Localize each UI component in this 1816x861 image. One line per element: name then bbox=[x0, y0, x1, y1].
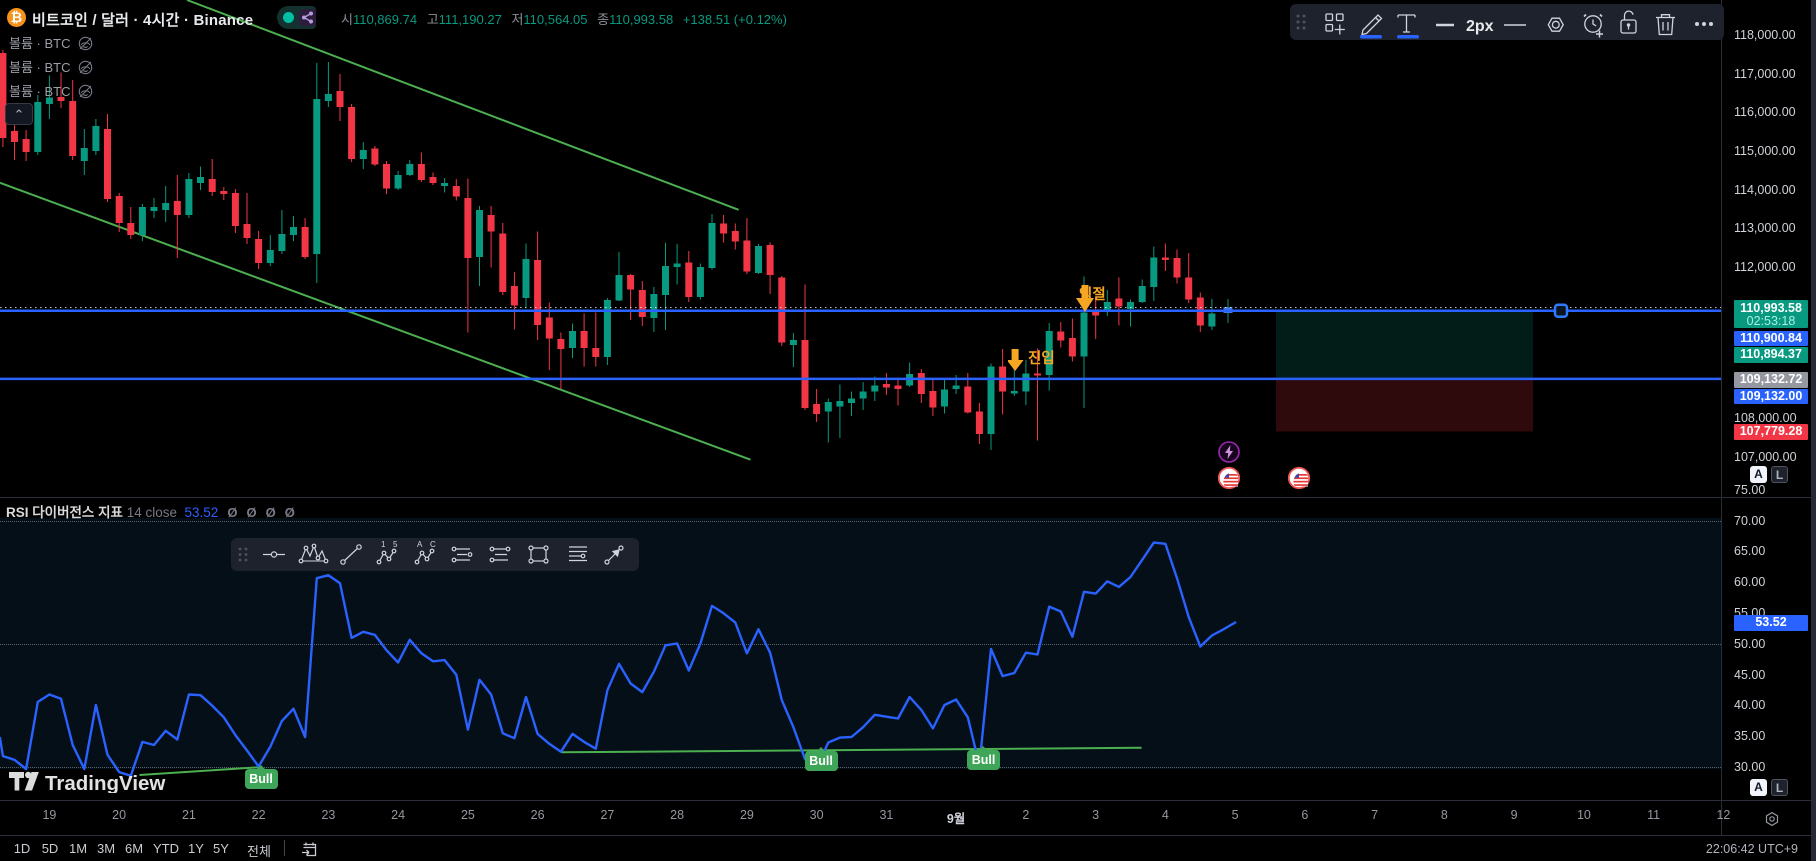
svg-text:A: A bbox=[417, 540, 423, 549]
svg-text:C: C bbox=[430, 540, 436, 549]
svg-text:진입: 진입 bbox=[1028, 350, 1055, 367]
svg-text:2px: 2px bbox=[1466, 18, 1494, 35]
svg-text:1: 1 bbox=[381, 540, 386, 549]
svg-text:5: 5 bbox=[393, 540, 398, 549]
svg-text:TradingView: TradingView bbox=[45, 772, 165, 793]
